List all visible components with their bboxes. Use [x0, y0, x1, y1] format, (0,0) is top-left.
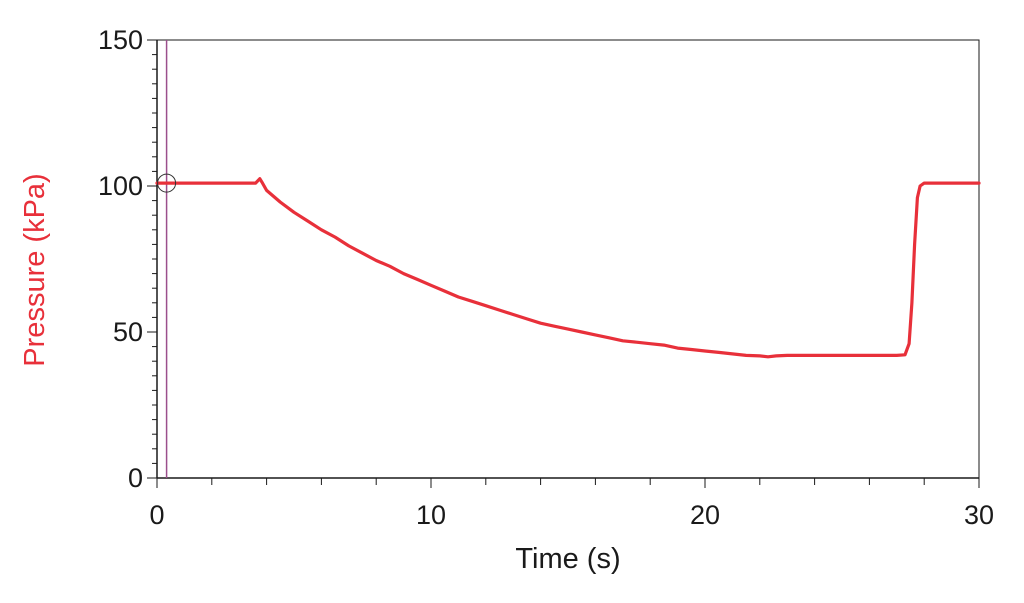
pressure-series-line	[155, 177, 981, 359]
y-tick-label: 0	[128, 463, 143, 493]
y-tick-label: 50	[113, 317, 143, 347]
x-tick-label: 30	[964, 500, 994, 530]
y-tick-label: 100	[98, 171, 143, 201]
x-tick-label: 20	[690, 500, 720, 530]
cursor-marker[interactable]	[157, 173, 177, 193]
x-tick-label: 10	[416, 500, 446, 530]
tick-labels: 0 50 100 150 0 10 20 30	[98, 25, 994, 530]
axis-ticks	[147, 39, 980, 488]
plot-area	[156, 39, 980, 479]
y-axis-title: Pressure (kPa)	[19, 173, 51, 366]
x-tick-label: 0	[149, 500, 164, 530]
y-tick-label: 150	[98, 25, 143, 55]
x-axis-title: Time (s)	[515, 543, 620, 575]
